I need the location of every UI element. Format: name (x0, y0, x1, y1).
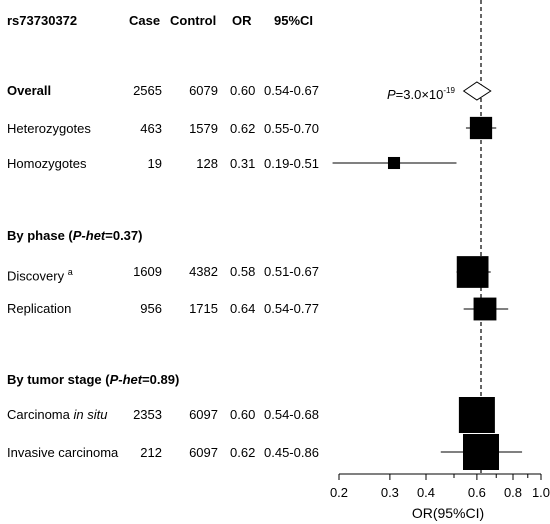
or-square (469, 116, 493, 140)
ci-header: 95%CI (274, 13, 314, 28)
row-control: 6079 (189, 83, 218, 98)
row-or: 0.60 (230, 83, 256, 98)
row-ci: 0.54-0.68 (264, 407, 319, 422)
row-label-replication: Replication (7, 301, 72, 316)
section-p-het: P-het (72, 228, 106, 243)
p-exponent: -19 (443, 86, 455, 95)
row-label-heterozygotes: Heterozygotes (7, 121, 91, 136)
x-axis-tick-label: 0.6 (468, 485, 486, 500)
row-or: 0.64 (230, 301, 256, 316)
row-case: 19 (147, 156, 162, 171)
row-ci: 0.54-0.67 (264, 83, 319, 98)
section-suffix: =0.89) (142, 372, 180, 387)
control-header: Control (170, 13, 217, 28)
footnote-marker: a (67, 267, 73, 277)
p-value-annotation: P=3.0×10-19 (387, 83, 455, 103)
row-control: 4382 (189, 264, 218, 279)
row-label-overall: Overall (7, 83, 52, 98)
case-header: Case (129, 13, 161, 28)
row-control: 128 (196, 156, 218, 171)
p-value: =3.0×10 (395, 87, 444, 102)
row-control: 1715 (189, 301, 218, 316)
row-control: 6097 (189, 407, 218, 422)
x-axis-tick-label: 0.4 (417, 485, 435, 500)
or-square (473, 297, 497, 321)
x-axis-tick-label: 0.8 (504, 485, 522, 500)
row-ci: 0.51-0.67 (264, 264, 319, 279)
row-label-text: Discovery (7, 268, 65, 284)
row-case: 463 (140, 121, 162, 136)
row-ci: 0.55-0.70 (264, 121, 319, 136)
snp-header: rs73730372 (7, 13, 78, 28)
row-or: 0.62 (230, 445, 256, 460)
row-control: 6097 (189, 445, 218, 460)
row-or: 0.58 (230, 264, 256, 279)
row-label-text: Carcinoma (7, 407, 70, 422)
row-label-discovery: Discovery a (7, 264, 73, 284)
row-ci: 0.45-0.86 (264, 445, 319, 460)
p-symbol: P (387, 87, 396, 102)
section-suffix: =0.37) (105, 228, 143, 243)
or-square (463, 434, 500, 470)
section-by-tumor-stage: By tumor stage (P-het=0.89) (7, 372, 179, 388)
x-axis-tick-label: 1.0 (532, 485, 550, 500)
row-control: 1579 (189, 121, 218, 136)
row-or: 0.60 (230, 407, 256, 422)
or-square (387, 156, 401, 170)
x-axis-tick-label: 0.2 (330, 485, 348, 500)
row-label-invasive-carcinoma: Invasive carcinoma (7, 445, 119, 460)
or-square (458, 397, 495, 433)
row-case: 1609 (133, 264, 162, 279)
section-prefix: By tumor stage ( (7, 372, 110, 387)
section-prefix: By phase ( (7, 228, 73, 243)
row-label-carcinoma-in-situ: Carcinoma in situ (7, 407, 107, 423)
row-label-italic: in situ (73, 407, 108, 422)
section-p-het: P-het (109, 372, 143, 387)
row-case: 956 (140, 301, 162, 316)
or-square (456, 256, 489, 288)
row-case: 2353 (133, 407, 162, 422)
x-axis-tick-label: 0.3 (381, 485, 399, 500)
row-case: 212 (140, 445, 162, 460)
row-or: 0.62 (230, 121, 256, 136)
row-ci: 0.19-0.51 (264, 156, 319, 171)
overall-diamond (462, 81, 492, 101)
section-by-phase: By phase (P-het=0.37) (7, 228, 142, 244)
row-or: 0.31 (230, 156, 256, 171)
row-ci: 0.54-0.77 (264, 301, 319, 316)
row-case: 2565 (133, 83, 162, 98)
or-header: OR (232, 13, 252, 28)
row-label-homozygotes: Homozygotes (7, 156, 87, 171)
x-axis-title: OR(95%CI) (412, 505, 484, 521)
